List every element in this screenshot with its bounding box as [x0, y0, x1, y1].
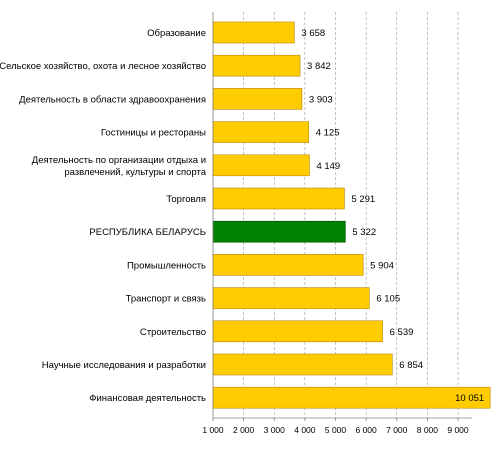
value-label: 4 125: [316, 128, 340, 139]
bar: [212, 88, 303, 110]
category-labels: Образование Сельское хозяйство, охота и л…: [0, 28, 207, 404]
x-tick-label: 8 000: [417, 425, 439, 435]
bar-highlight: [212, 220, 346, 243]
category-label: развлечений, культуры и спорта: [64, 167, 206, 178]
bar: [212, 287, 370, 309]
bar: [212, 386, 491, 409]
category-label: Строительство: [140, 327, 206, 338]
x-tick-label: 9 000: [447, 425, 469, 435]
x-tick-label: 1 000: [202, 425, 224, 435]
category-label: Сельское хозяйство, охота и лесное хозяй…: [0, 61, 206, 72]
x-tick-label: 6 000: [355, 425, 377, 435]
value-labels: 3 658 3 842 3 903 4 125 4 149 5 291 5 322 5 904…: [301, 28, 484, 404]
category-label: РЕСПУБЛИКА БЕЛАРУСЬ: [89, 227, 206, 238]
value-label: 3 903: [309, 94, 333, 105]
value-label: 5 904: [370, 260, 394, 271]
bar: [212, 353, 393, 376]
bar: [212, 320, 383, 343]
x-tick-label: 2 000: [233, 425, 255, 435]
bars: [212, 21, 491, 409]
category-label: Образование: [147, 28, 206, 39]
value-label: 5 322: [352, 227, 376, 238]
value-label: 3 842: [307, 61, 331, 72]
value-label: 5 291: [351, 194, 375, 205]
x-tick-label: 3 000: [264, 425, 286, 435]
value-label: 4 149: [316, 161, 340, 172]
category-label: Транспорт и связь: [126, 294, 206, 305]
x-tick-label: 5 000: [325, 425, 347, 435]
category-label: Гостиницы и рестораны: [101, 128, 206, 139]
bar: [212, 187, 345, 210]
category-label: Научные исследования и разработки: [42, 360, 206, 371]
category-label: Промышленность: [127, 260, 206, 271]
x-tick-label: 4 000: [294, 425, 316, 435]
category-label: Финансовая деятельность: [89, 393, 206, 404]
category-label: Торговля: [166, 194, 206, 205]
value-label: 6 539: [390, 327, 414, 338]
x-axis: 1 000 2 000 3 000 4 000 5 000 6 000 7 000 8 000…: [202, 12, 472, 435]
category-label: Деятельность по организации отдыха и: [32, 155, 206, 166]
value-label: 10 051: [455, 393, 484, 404]
bar: [212, 54, 301, 77]
bar: [212, 21, 295, 44]
value-label: 3 658: [301, 28, 325, 39]
grid-lines: [243, 12, 459, 418]
bar: [212, 121, 310, 143]
category-label: Деятельность в области здравоохранения: [19, 94, 206, 105]
x-tick-label: 7 000: [386, 425, 408, 435]
value-label: 6 854: [399, 360, 423, 371]
bar: [212, 154, 310, 177]
bar: [212, 254, 364, 276]
value-label: 6 105: [376, 294, 400, 305]
